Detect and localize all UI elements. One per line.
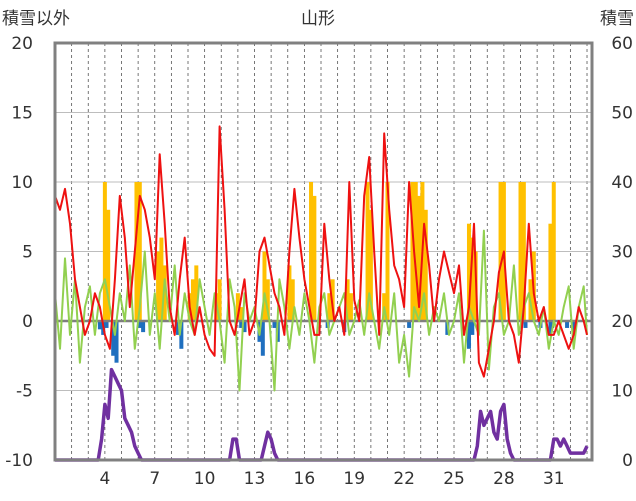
bar-blue xyxy=(239,321,244,328)
bar-orange xyxy=(235,293,240,321)
bar-orange xyxy=(470,237,475,321)
x-tick-label: 19 xyxy=(343,469,365,489)
x-tick-label: 13 xyxy=(244,469,266,489)
bar-orange xyxy=(345,279,350,321)
y-right-tick-label: 50 xyxy=(611,104,633,124)
bar-orange xyxy=(518,182,523,321)
bar-blue xyxy=(104,321,109,328)
bar-orange xyxy=(368,209,373,321)
bar-orange xyxy=(498,182,503,321)
series-line-red xyxy=(54,125,588,378)
plot-frame xyxy=(53,41,594,462)
right-axis-label: 積雪 xyxy=(600,9,634,29)
y-right-tick-label: 0 xyxy=(622,451,633,471)
bar-blue xyxy=(272,321,277,328)
bar-blue xyxy=(176,321,181,335)
y-left-tick-label: 15 xyxy=(11,104,33,124)
bar-orange xyxy=(106,209,111,321)
bar-blue xyxy=(111,321,116,356)
x-tick-label: 31 xyxy=(543,469,565,489)
bar-blue xyxy=(548,321,553,335)
bar-blue xyxy=(179,321,184,349)
bar-blue xyxy=(141,321,146,333)
bar-blue xyxy=(466,321,471,349)
bar-orange xyxy=(466,223,471,321)
bar-orange xyxy=(413,182,418,321)
bar-blue xyxy=(571,321,576,333)
y-right-tick-label: 40 xyxy=(611,173,633,193)
y-left-tick-label: -10 xyxy=(5,451,33,471)
x-tick-label: 25 xyxy=(443,469,465,489)
bar-orange xyxy=(217,279,222,321)
bar-blue xyxy=(137,321,142,328)
bar-orange xyxy=(327,293,332,321)
bar-orange xyxy=(102,182,107,321)
bar-orange xyxy=(348,293,353,321)
bar-orange xyxy=(190,279,195,321)
bar-orange xyxy=(137,182,142,321)
bar-orange xyxy=(417,195,422,321)
bar-blue xyxy=(470,321,475,335)
bar-orange xyxy=(410,182,415,321)
x-tick-label: 22 xyxy=(393,469,415,489)
y-left-tick-label: -5 xyxy=(16,382,33,402)
x-tick-label: 28 xyxy=(493,469,515,489)
bar-orange xyxy=(385,182,390,321)
bar-orange xyxy=(290,279,295,321)
bar-orange xyxy=(265,279,270,321)
left-axis-label: 積雪以外 xyxy=(2,9,70,29)
series-line-purple xyxy=(55,367,589,462)
y-right-tick-label: 60 xyxy=(611,34,633,54)
bar-orange xyxy=(156,251,161,321)
bar-orange xyxy=(423,209,428,321)
bar-orange xyxy=(309,182,314,321)
bar-orange xyxy=(262,251,267,321)
y-right-tick-label: 10 xyxy=(611,382,633,402)
bar-orange xyxy=(312,195,317,321)
x-tick-label: 4 xyxy=(99,469,110,489)
x-tick-label: 10 xyxy=(194,469,216,489)
y-right-tick-label: 30 xyxy=(611,243,633,263)
y-left-tick-label: 10 xyxy=(11,173,33,193)
line-series xyxy=(54,125,589,462)
bar-blue xyxy=(242,321,247,333)
bar-orange xyxy=(134,182,139,321)
x-tick-label: 16 xyxy=(294,469,316,489)
bar-orange xyxy=(287,265,292,321)
bar-orange xyxy=(162,265,167,321)
y-left-tick-label: 20 xyxy=(11,34,33,54)
x-tick-label: 7 xyxy=(149,469,160,489)
bar-orange xyxy=(551,182,556,321)
bar-orange xyxy=(365,182,370,321)
y-left-tick-label: 0 xyxy=(22,312,33,332)
bar-blue xyxy=(97,321,102,330)
bar-blue xyxy=(114,321,119,363)
y-left-tick-label: 5 xyxy=(22,243,33,263)
bar-blue xyxy=(407,321,412,328)
y-right-tick-label: 20 xyxy=(611,312,633,332)
bar-orange xyxy=(239,307,244,321)
bar-blue xyxy=(260,321,265,356)
bar-orange xyxy=(194,265,199,321)
bar-orange xyxy=(548,223,553,321)
bar-orange xyxy=(159,237,164,321)
bar-blue xyxy=(565,321,570,328)
bar-blue xyxy=(523,321,528,328)
bar-orange xyxy=(521,182,526,321)
chart-title: 山形 xyxy=(301,9,335,29)
